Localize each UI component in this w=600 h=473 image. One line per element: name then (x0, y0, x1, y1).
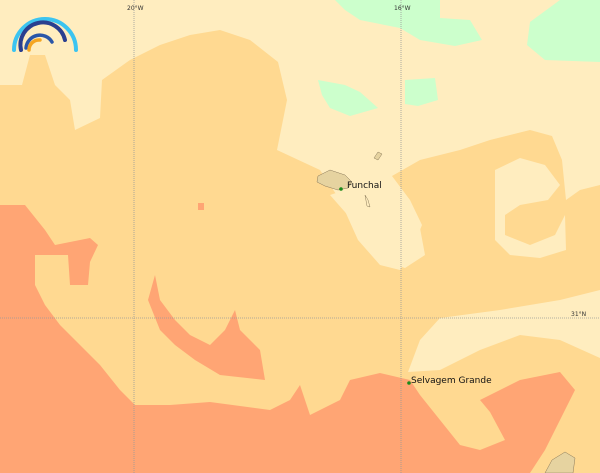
place-label-selvagem-grande[interactable]: Selvagem Grande (411, 376, 492, 386)
place-marker[interactable] (339, 187, 343, 191)
lon-label: 16°W (394, 5, 411, 12)
place-marker[interactable] (407, 381, 411, 385)
rainbow-arc-logo (12, 17, 78, 52)
lat-label: 31°N (571, 311, 586, 318)
high-zones (0, 203, 575, 473)
low-zones (318, 0, 600, 116)
desertas-islands (364, 194, 371, 208)
place-label-funchal[interactable]: Funchal (347, 181, 382, 191)
canary-coast (544, 451, 576, 473)
medium-zone (0, 30, 600, 473)
madeira-island (316, 169, 353, 191)
land (316, 151, 576, 473)
porto-santo-island (373, 151, 383, 161)
lon-label: 20°W (127, 5, 144, 12)
